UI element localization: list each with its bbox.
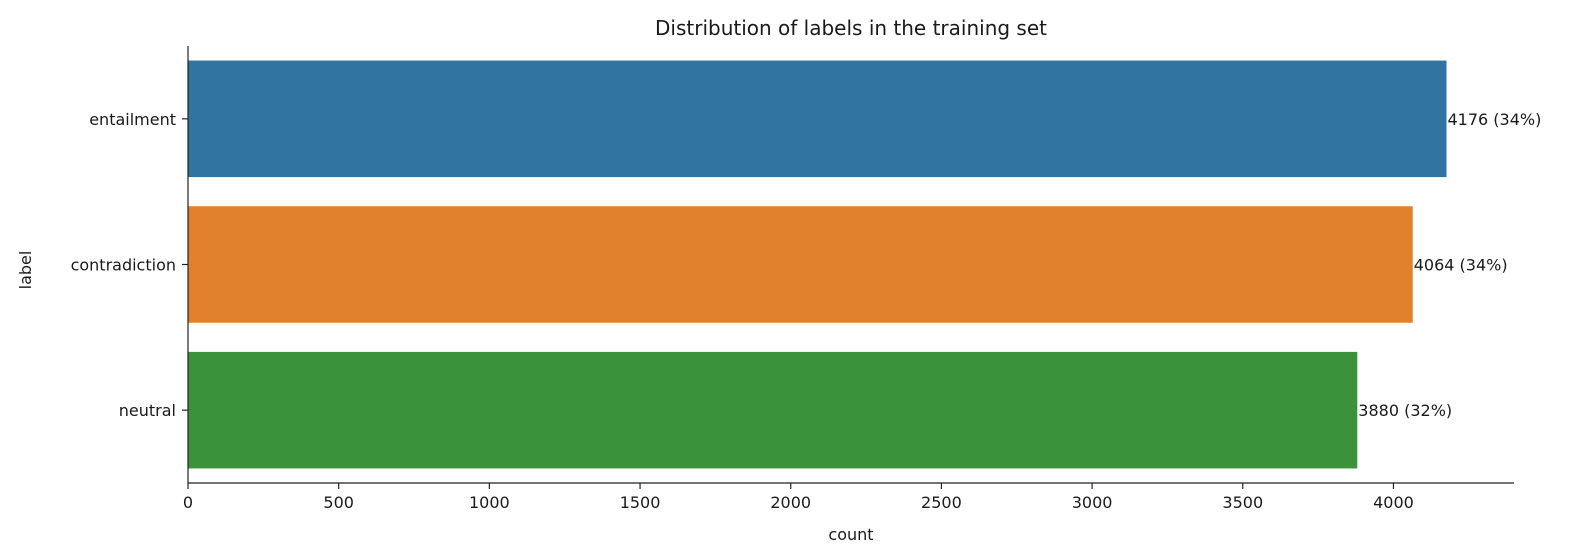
chart-title: Distribution of labels in the training s… — [655, 16, 1047, 40]
y-tick-label-contradiction: contradiction — [71, 256, 176, 275]
x-tick-label-2000: 2000 — [770, 493, 811, 512]
bar-neutral — [188, 351, 1358, 469]
x-tick-label-4000: 4000 — [1373, 493, 1414, 512]
x-tick-label-0: 0 — [183, 493, 193, 512]
x-tick-label-2500: 2500 — [921, 493, 962, 512]
x-axis-label: count — [828, 525, 873, 544]
y-tick-label-neutral: neutral — [119, 401, 176, 420]
bars-group: 4176 (34%) 4064 (34%) 3880 (32%) — [188, 60, 1541, 469]
x-tick-label-500: 500 — [323, 493, 354, 512]
axes-group: entailment contradiction neutral 0 500 1000 15… — [71, 46, 1514, 512]
bar-entailment — [188, 60, 1447, 178]
data-label-neutral: 3880 (32%) — [1358, 401, 1452, 420]
data-label-contradiction: 4064 (34%) — [1414, 256, 1508, 275]
x-tick-label-1500: 1500 — [620, 493, 661, 512]
x-tick-label-3500: 3500 — [1222, 493, 1263, 512]
data-label-entailment: 4176 (34%) — [1447, 110, 1541, 129]
x-tick-label-3000: 3000 — [1072, 493, 1113, 512]
y-axis-label: label — [16, 251, 35, 290]
y-tick-label-entailment: entailment — [89, 110, 176, 129]
x-tick-label-1000: 1000 — [469, 493, 510, 512]
bar-contradiction — [188, 206, 1413, 323]
